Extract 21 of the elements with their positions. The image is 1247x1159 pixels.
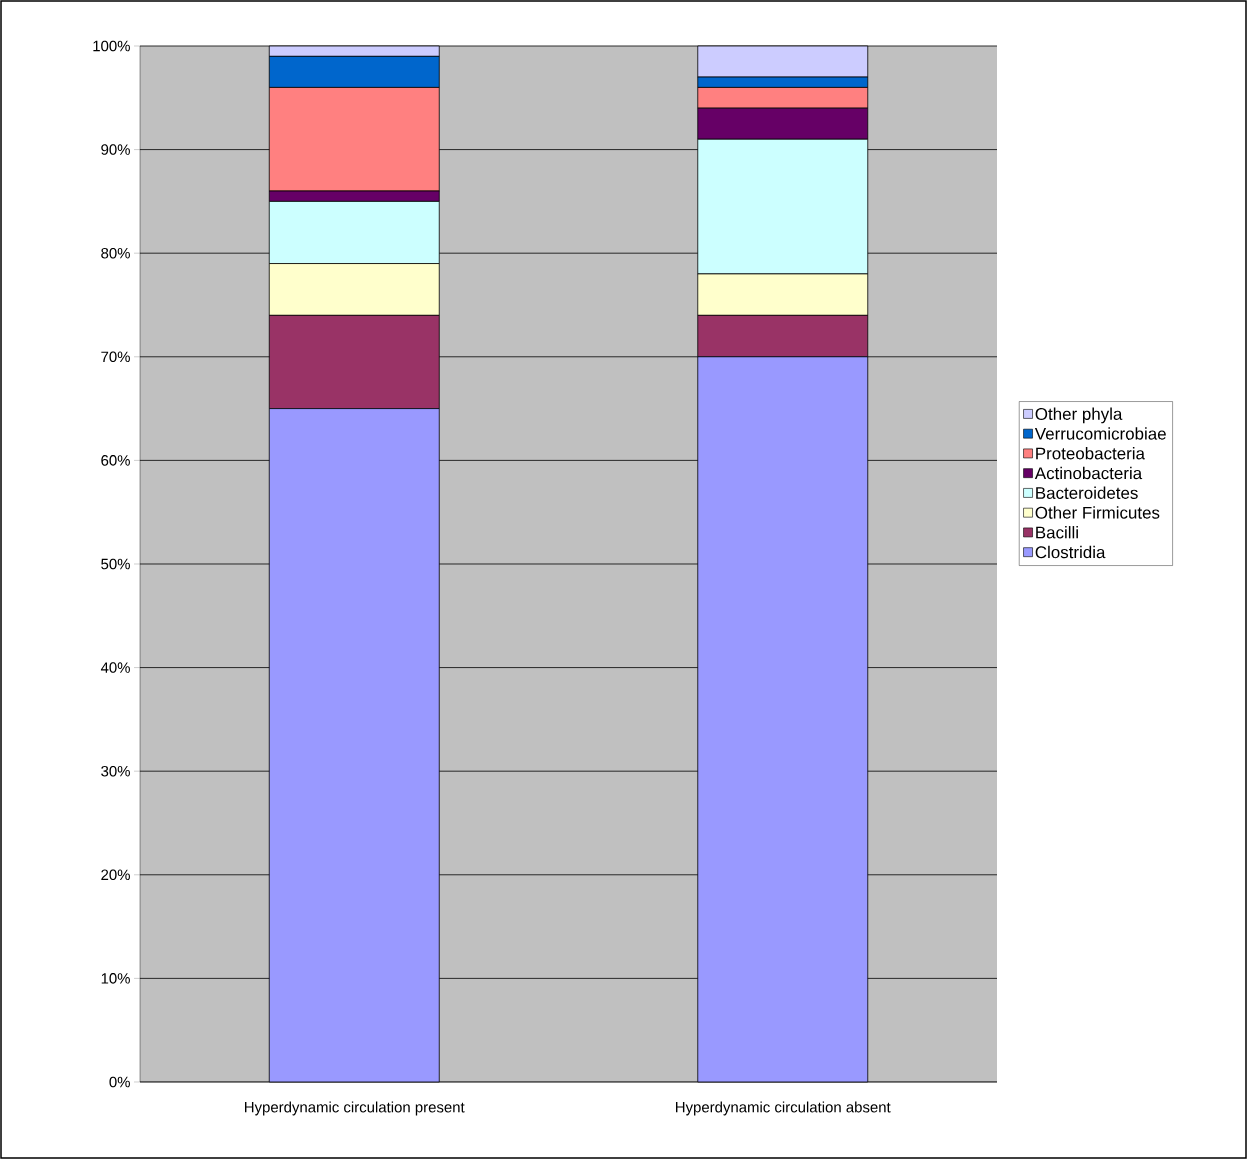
y-tick-label: 40% — [100, 662, 130, 673]
y-tick-label: 60% — [101, 455, 130, 466]
y-tick-label: 90% — [101, 144, 130, 155]
x-tick-label: Hyperdynamic circulation present — [245, 1101, 465, 1116]
y-tick-label: 30% — [101, 765, 130, 777]
y-tick-label: 10% — [101, 973, 130, 984]
y-tick-label: 20% — [101, 869, 130, 881]
y-tick-label: 0% — [109, 1076, 130, 1088]
legend-label: Bacteroidetes — [1036, 486, 1138, 499]
y-tick-label: 80% — [101, 247, 130, 259]
y-tick-label: 70% — [101, 351, 130, 363]
y-tick-label: 100% — [93, 40, 130, 52]
legend-label: Verrucomicrobiae — [1034, 427, 1166, 440]
y-tick-label: 50% — [101, 558, 130, 570]
legend-label: Actinobacteria — [1034, 466, 1143, 480]
legend-label: Proteobacteria — [1036, 447, 1145, 460]
legend-label: Bacilli — [1036, 526, 1078, 539]
x-tick-label: Hyperdynamic circulation absent — [676, 1101, 891, 1116]
legend-label: Clostridia — [1035, 545, 1106, 559]
legend-label: Other phyla — [1035, 407, 1123, 424]
legend-label: Other Firmicutes — [1035, 506, 1160, 519]
